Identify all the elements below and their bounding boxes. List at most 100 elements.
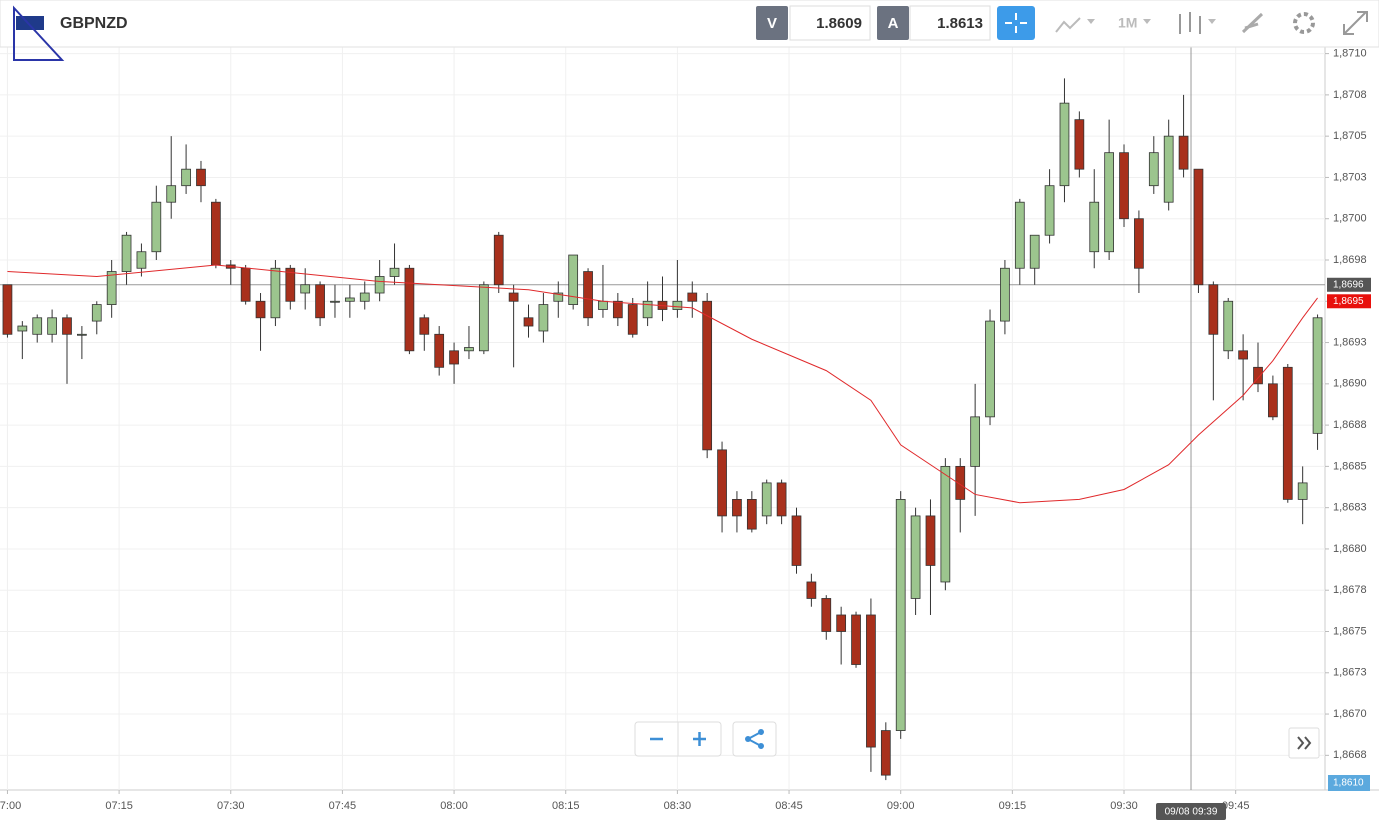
candle-body bbox=[449, 350, 459, 365]
crosshair-icon bbox=[1005, 13, 1027, 33]
candle-body bbox=[1208, 284, 1219, 335]
sell-price: 1.8609 bbox=[816, 15, 862, 32]
candle-body bbox=[568, 254, 579, 305]
candle-body bbox=[523, 317, 534, 327]
x-tick-label: 08:45 bbox=[775, 800, 803, 812]
header-bar bbox=[0, 0, 1379, 48]
indicator-button[interactable] bbox=[1055, 17, 1081, 33]
candle-body bbox=[151, 201, 162, 253]
settings-button[interactable] bbox=[1293, 12, 1315, 34]
candle-body bbox=[404, 267, 415, 352]
share-dot bbox=[745, 736, 751, 742]
candle-body bbox=[1000, 267, 1010, 322]
dropdown-arrow bbox=[1143, 19, 1151, 24]
timeframe[interactable]: 1M bbox=[1118, 15, 1137, 31]
x-tick-label: 07:30 bbox=[217, 800, 245, 812]
y-tick-label: 1,8710 bbox=[1333, 48, 1367, 60]
candle-body bbox=[866, 614, 876, 748]
last-price-tag bbox=[1327, 294, 1371, 309]
y-tick-label: 1,8685 bbox=[1333, 460, 1367, 472]
candle-body bbox=[970, 416, 981, 467]
buy-price: 1.8613 bbox=[937, 15, 983, 32]
fullscreen-button[interactable] bbox=[1343, 11, 1368, 35]
y-tick-label: 1,8703 bbox=[1333, 171, 1367, 183]
candle-body bbox=[2, 284, 13, 335]
y-tick-label: 1,8675 bbox=[1333, 625, 1367, 637]
y-tick-label: 1,8683 bbox=[1333, 502, 1367, 514]
y-tick-label: 1,8678 bbox=[1333, 584, 1367, 596]
buy-label: A bbox=[888, 15, 899, 32]
candle-body bbox=[910, 515, 921, 599]
chart-type-button[interactable] bbox=[1179, 12, 1201, 34]
x-tick-label: 09:45 bbox=[1222, 800, 1250, 812]
y-tick-label: 1,8693 bbox=[1333, 336, 1367, 348]
draw-button[interactable] bbox=[1241, 12, 1264, 34]
x-tick-label: 08:15 bbox=[552, 800, 580, 812]
scroll-right-button[interactable] bbox=[1297, 736, 1312, 750]
sell-price-box[interactable] bbox=[789, 5, 871, 41]
candle-body bbox=[270, 267, 281, 319]
candle-body bbox=[1119, 152, 1129, 220]
candle-body bbox=[77, 333, 87, 336]
sell-label-box[interactable] bbox=[756, 6, 788, 40]
candle-body bbox=[1014, 201, 1025, 269]
crosshair-button[interactable] bbox=[997, 6, 1035, 40]
candle-body bbox=[895, 499, 906, 731]
zoom-controls bbox=[634, 721, 1320, 759]
candle-body bbox=[940, 465, 951, 583]
buy-label-box[interactable] bbox=[877, 6, 909, 40]
buy-price-box[interactable] bbox=[909, 5, 991, 41]
y-tick-label: 1,8670 bbox=[1333, 708, 1367, 720]
zoom-in-button[interactable] bbox=[693, 732, 706, 746]
candle-body bbox=[1148, 152, 1159, 187]
candle-body bbox=[211, 201, 221, 266]
candle-body bbox=[553, 292, 564, 302]
candle-body bbox=[1268, 383, 1278, 418]
candle-body bbox=[344, 297, 355, 302]
y-tick-label: 1,8688 bbox=[1333, 419, 1367, 431]
candle-body bbox=[255, 300, 266, 319]
dropdown-arrow bbox=[1087, 19, 1095, 24]
candle-body bbox=[493, 234, 504, 286]
candle-body bbox=[62, 317, 72, 335]
header: GBPNZD V 1.8609 A 1.8613 1M bbox=[0, 0, 1379, 61]
candle-body bbox=[434, 333, 445, 368]
candle-body bbox=[642, 300, 653, 319]
candle-body bbox=[374, 276, 385, 294]
candle-body bbox=[1044, 185, 1055, 236]
candle-body bbox=[612, 300, 623, 319]
candle-body bbox=[359, 292, 370, 302]
candle-body bbox=[717, 449, 727, 517]
candle-body bbox=[1312, 317, 1323, 434]
symbol: GBPNZD bbox=[60, 15, 128, 32]
candle-body bbox=[598, 300, 608, 310]
candle-body bbox=[1029, 234, 1040, 269]
candle-body bbox=[1178, 135, 1189, 170]
candle-body bbox=[806, 581, 817, 599]
x-tick-label: 07:45 bbox=[329, 800, 357, 812]
candle-body bbox=[836, 614, 847, 632]
candle-body bbox=[702, 300, 713, 451]
candle-body bbox=[17, 325, 28, 332]
candle-body bbox=[761, 482, 772, 517]
y-tick-label: 1,8668 bbox=[1333, 749, 1367, 761]
candle-body bbox=[389, 267, 400, 277]
candle-body bbox=[508, 292, 519, 302]
y-tick-label: 1,8700 bbox=[1333, 213, 1367, 225]
candle-body bbox=[1089, 201, 1100, 253]
y-tick-label: 1,8690 bbox=[1333, 378, 1367, 390]
candle-body bbox=[851, 614, 861, 665]
plot-area: 1,8710 1,8708 1,8705 1,8703 1,8700 1,8698 1,86… bbox=[0, 47, 1379, 820]
candle-body bbox=[732, 499, 742, 517]
candle-body bbox=[627, 304, 638, 335]
candle-body bbox=[985, 320, 995, 418]
x-tick-label: 08:00 bbox=[440, 800, 468, 812]
candle-body bbox=[791, 515, 802, 566]
candle-body bbox=[478, 284, 489, 352]
candle-body bbox=[300, 284, 311, 294]
candle-body bbox=[925, 515, 936, 566]
candle-body bbox=[196, 168, 206, 187]
crosshair-time: 09/08 09:39 bbox=[1165, 807, 1218, 818]
candle-body bbox=[538, 304, 549, 332]
candle-body bbox=[776, 482, 787, 517]
